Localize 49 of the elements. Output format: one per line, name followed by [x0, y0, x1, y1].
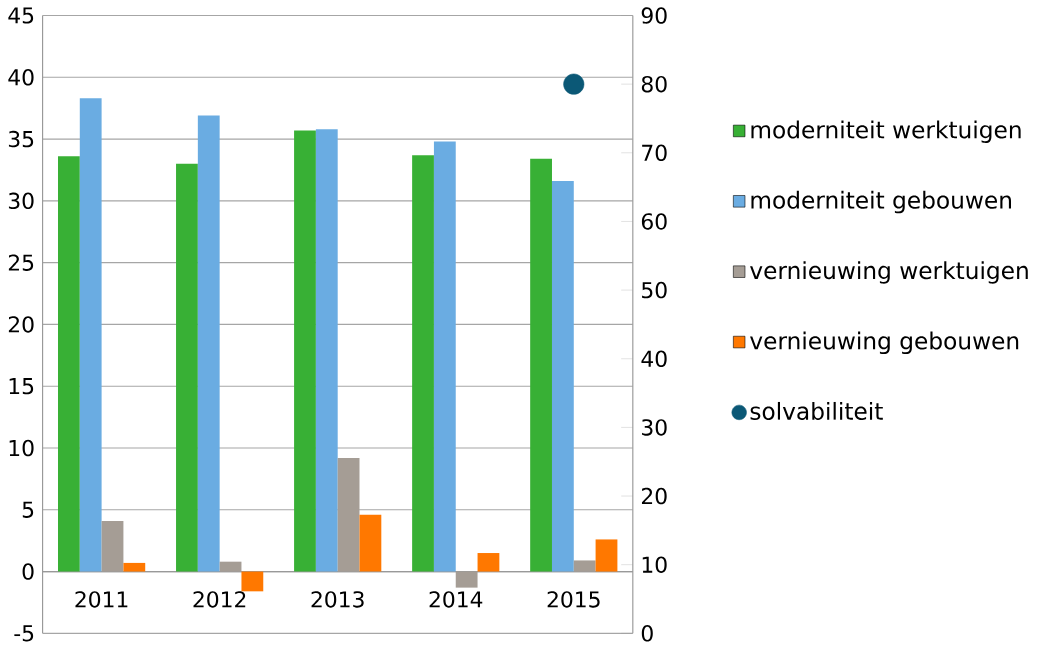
- y-tick-label: 10: [9, 439, 34, 457]
- x-tick-label: 2014: [429, 591, 483, 608]
- bar: [359, 514, 382, 572]
- y2-tick-label: 10: [642, 556, 667, 574]
- y-tick-label: 20: [8, 316, 34, 333]
- bar: [79, 98, 102, 572]
- bar: [241, 571, 264, 592]
- bar: [315, 129, 338, 572]
- x-tick-label: 2015: [547, 591, 600, 608]
- y-tick-label: 5: [22, 501, 34, 518]
- legend-label: moderniteit werktuigen: [751, 120, 1021, 144]
- y-tick-label: 0: [22, 563, 34, 580]
- legend-label: moderniteit gebouwen: [751, 190, 1011, 214]
- y2-tick-label: 30: [642, 419, 667, 436]
- bar: [337, 457, 360, 572]
- bar: [412, 155, 434, 572]
- y-tick-label: 25: [8, 254, 34, 271]
- bar: [573, 560, 596, 572]
- y-tick-label: 35: [8, 130, 34, 148]
- bar: [176, 163, 198, 572]
- y2-tick-label: 60: [641, 213, 667, 230]
- bar: [123, 562, 146, 572]
- y-tick-label: 40: [8, 69, 34, 86]
- y-tick-label: 30: [8, 192, 34, 210]
- legend-label: vernieuwing gebouwen: [750, 331, 1019, 355]
- y2-tick-label: 0: [641, 625, 653, 642]
- y2-tick-label: 40: [641, 350, 667, 368]
- x-tick-label: 2012: [193, 591, 246, 608]
- bar: [551, 181, 574, 572]
- bar: [58, 156, 80, 572]
- x-tick-label: 2011: [75, 591, 128, 608]
- y2-tick-label: 50: [642, 281, 667, 299]
- legend-label: vernieuwing werktuigen: [750, 261, 1028, 284]
- y2-tick-label: 80: [641, 75, 667, 93]
- y2-tick-label: 90: [641, 7, 667, 24]
- legend-label: solvabiliteit: [750, 402, 883, 421]
- bar: [477, 553, 500, 572]
- y2-tick-label: 70: [642, 144, 667, 162]
- bar: [595, 539, 618, 572]
- y-tick-label: 15: [9, 378, 34, 395]
- bar: [197, 115, 220, 572]
- x-tick-label: 2013: [311, 591, 364, 608]
- bar: [530, 158, 552, 572]
- y-tick-label: -5: [14, 625, 34, 642]
- bar: [433, 141, 456, 572]
- bar: [294, 130, 316, 572]
- y2-tick-label: 20: [641, 487, 667, 505]
- bar: [101, 520, 124, 572]
- y-tick-label: 45: [8, 7, 34, 24]
